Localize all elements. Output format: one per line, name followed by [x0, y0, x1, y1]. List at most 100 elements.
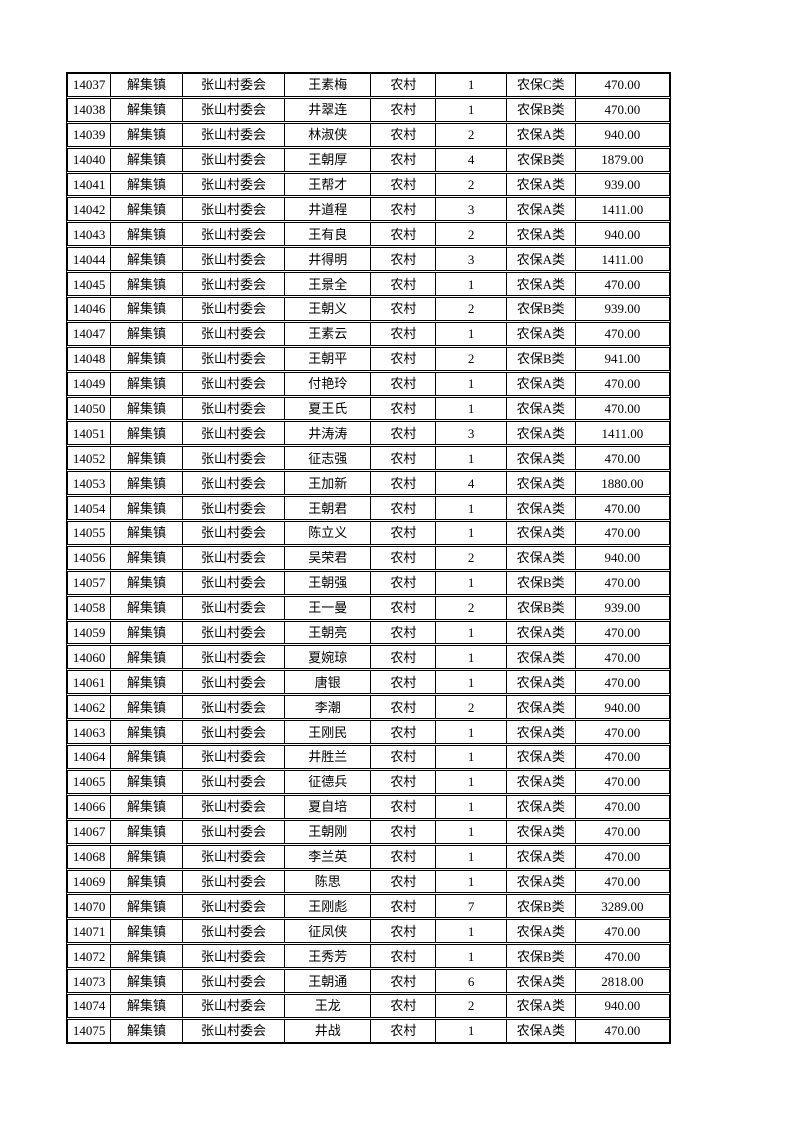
cell-name: 王有良: [285, 223, 372, 246]
cell-town: 解集镇: [111, 795, 183, 818]
cell-amount: 939.00: [604, 600, 641, 616]
cell-name: 陈立义: [285, 522, 372, 544]
cell-name: 王加新: [285, 472, 372, 495]
cell-category: 农保A类: [507, 870, 576, 893]
cell-count: 1: [436, 721, 507, 744]
cell-village: 张山村委会: [183, 273, 286, 296]
cell-category: 农保B类: [507, 571, 576, 594]
cell-type: 农村: [371, 1019, 437, 1042]
cell-id: 14052: [68, 447, 112, 470]
cell-count: 1: [436, 770, 507, 793]
cell-id: 14074: [68, 994, 112, 1017]
table-row: 14037 解集镇 张山村委会 王素梅 农村 1 农保C类 470.00: [67, 73, 670, 97]
cell-town: 解集镇: [111, 1019, 183, 1042]
cell-name: 王帮才: [285, 173, 372, 196]
cell-village: 张山村委会: [183, 546, 286, 569]
cell-type: 农村: [371, 372, 437, 395]
cell-id: 14073: [68, 970, 112, 992]
table-row: 14045 解集镇 张山村委会 王景全 农村 1 农保A类 470.00: [67, 272, 670, 297]
cell-village: 张山村委会: [183, 571, 286, 594]
cell-name: 陈思: [285, 870, 372, 893]
cell-name: 王朝平: [285, 347, 372, 370]
table-row: 14044 解集镇 张山村委会 井得明 农村 3 农保A类 1411.00: [67, 247, 670, 272]
cell-category: 农保A类: [507, 522, 576, 544]
cell-category: 农保B类: [507, 347, 576, 370]
cell-town: 解集镇: [111, 397, 183, 420]
cell-amount: 1411.00: [601, 201, 644, 217]
cell-name: 王景全: [285, 273, 372, 296]
cell-count: 1: [436, 497, 507, 520]
cell-amount: 470.00: [604, 873, 641, 889]
cell-name: 王一曼: [285, 596, 372, 619]
cell-id: 14046: [68, 298, 112, 320]
table-row: 14061 解集镇 张山村委会 唐银 农村 1 农保A类 470.00: [67, 670, 670, 695]
table-row: 14072 解集镇 张山村委会 王秀芳 农村 1 农保B类 470.00: [67, 944, 670, 969]
cell-count: 2: [436, 696, 507, 719]
cell-id: 14053: [68, 472, 112, 495]
data-table: 14037 解集镇 张山村委会 王素梅 农村 1 农保C类 470.00 14038 解集镇 张山村…: [66, 72, 671, 1044]
cell-town: 解集镇: [111, 322, 183, 345]
cell-type: 农村: [371, 770, 437, 793]
cell-count: 3: [436, 248, 507, 271]
cell-category: 农保A类: [507, 248, 576, 271]
cell-id: 14049: [68, 372, 112, 395]
table-row: 14038 解集镇 张山村委会 井翠连 农村 1 农保B类 470.00: [67, 97, 670, 122]
cell-category: 农保A类: [507, 845, 576, 868]
cell-name: 夏王氏: [285, 397, 372, 420]
cell-town: 解集镇: [111, 571, 183, 594]
cell-amount: 470.00: [604, 674, 641, 690]
cell-type: 农村: [371, 248, 437, 271]
cell-town: 解集镇: [111, 148, 183, 171]
cell-id: 14055: [68, 522, 112, 544]
cell-town: 解集镇: [111, 98, 183, 121]
cell-name: 王素云: [285, 322, 372, 345]
cell-category: 农保A类: [507, 472, 576, 495]
cell-category: 农保A类: [507, 198, 576, 221]
cell-name: 王朝君: [285, 497, 372, 520]
table-row: 14055 解集镇 张山村委会 陈立义 农村 1 农保A类 470.00: [67, 521, 670, 545]
cell-count: 4: [436, 472, 507, 495]
cell-village: 张山村委会: [183, 198, 286, 221]
cell-count: 1: [436, 820, 507, 843]
cell-category: 农保A类: [507, 746, 576, 768]
table-row: 14070 解集镇 张山村委会 王刚彪 农村 7 农保B类 3289.00: [67, 894, 670, 919]
cell-village: 张山村委会: [183, 372, 286, 395]
cell-type: 农村: [371, 422, 437, 445]
table-row: 14050 解集镇 张山村委会 夏王氏 农村 1 农保A类 470.00: [67, 396, 670, 421]
cell-name: 王朝亮: [285, 621, 372, 644]
cell-town: 解集镇: [111, 522, 183, 544]
cell-count: 1: [436, 322, 507, 345]
cell-id: 14048: [68, 347, 112, 370]
cell-id: 14066: [68, 795, 112, 818]
cell-id: 14047: [68, 322, 112, 345]
cell-category: 农保A类: [507, 621, 576, 644]
cell-amount: 940.00: [604, 699, 641, 715]
cell-town: 解集镇: [111, 223, 183, 246]
table-row: 14056 解集镇 张山村委会 吴荣君 农村 2 农保A类 940.00: [67, 545, 670, 570]
cell-count: 2: [436, 223, 507, 246]
cell-count: 1: [436, 447, 507, 470]
cell-id: 14056: [68, 546, 112, 569]
cell-count: 1: [436, 795, 507, 818]
cell-village: 张山村委会: [183, 746, 286, 768]
cell-amount: 3289.00: [601, 898, 644, 914]
cell-town: 解集镇: [111, 845, 183, 868]
cell-type: 农村: [371, 970, 437, 992]
cell-town: 解集镇: [111, 820, 183, 843]
cell-village: 张山村委会: [183, 1019, 286, 1042]
cell-category: 农保B类: [507, 596, 576, 619]
cell-amount: 470.00: [604, 1023, 641, 1039]
cell-amount: 470.00: [604, 102, 641, 118]
cell-name: 付艳玲: [285, 372, 372, 395]
cell-amount: 470.00: [604, 401, 641, 417]
cell-town: 解集镇: [111, 945, 183, 968]
cell-name: 井道程: [285, 198, 372, 221]
table-row: 14049 解集镇 张山村委会 付艳玲 农村 1 农保A类 470.00: [67, 371, 670, 396]
cell-amount: 1411.00: [601, 425, 644, 441]
cell-name: 王朝厚: [285, 148, 372, 171]
cell-amount: 1879.00: [601, 152, 644, 168]
cell-amount: 470.00: [604, 500, 641, 516]
table-row: 14052 解集镇 张山村委会 征志强 农村 1 农保A类 470.00: [67, 446, 670, 471]
cell-town: 解集镇: [111, 646, 183, 669]
cell-type: 农村: [371, 920, 437, 943]
